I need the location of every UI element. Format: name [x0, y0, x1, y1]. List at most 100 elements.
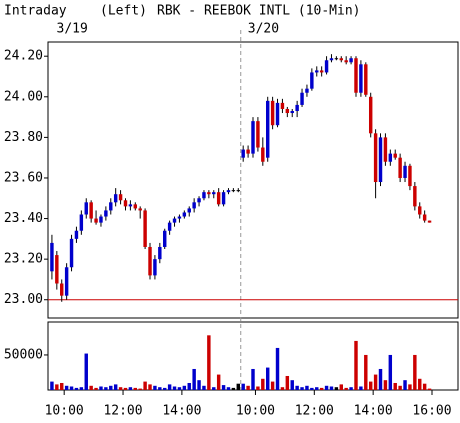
candle-body	[315, 70, 319, 73]
candle-body	[94, 218, 98, 223]
volume-bar	[418, 378, 422, 390]
volume-bar	[79, 387, 84, 390]
y-tick-label: 23.80	[4, 130, 43, 145]
candle-body	[128, 204, 133, 207]
candle-body	[329, 58, 334, 61]
candle-body	[354, 58, 358, 93]
volume-bar	[354, 340, 358, 390]
candle-body	[216, 192, 221, 205]
candle-body	[202, 192, 206, 199]
x-tick-label: 12:00	[295, 404, 334, 419]
candle-body	[69, 238, 74, 268]
candle-body	[64, 267, 69, 296]
volume-bar	[74, 387, 79, 390]
candle-body	[422, 214, 427, 221]
candle-body	[231, 190, 236, 192]
volume-bar	[334, 387, 339, 390]
volume-bar	[197, 380, 201, 390]
volume-bar	[128, 387, 133, 390]
volume-bar	[388, 354, 393, 390]
volume-bar	[251, 368, 255, 390]
candle-body	[261, 147, 265, 162]
candle-body	[383, 137, 388, 162]
candle-body	[74, 230, 79, 239]
candle-body	[99, 216, 103, 223]
candle-body	[349, 58, 353, 63]
candle-body	[241, 149, 245, 158]
candle-body	[403, 165, 407, 178]
y-tick-label: 23.20	[4, 252, 43, 267]
volume-bar	[344, 387, 348, 390]
volume-bar	[310, 387, 314, 390]
candle-body	[251, 121, 255, 154]
candle-body	[310, 72, 314, 89]
candle-body	[182, 212, 187, 217]
volume-bar	[305, 385, 309, 390]
volume-bar	[192, 368, 196, 390]
volume-bar	[349, 387, 353, 390]
candle-body	[256, 121, 260, 148]
candle-body	[133, 204, 138, 209]
candle-body	[118, 194, 123, 201]
volume-bar	[133, 387, 138, 390]
candle-body	[364, 64, 368, 95]
candle-body	[226, 190, 231, 193]
candle-body	[60, 283, 64, 296]
x-tick-label: 14:00	[354, 404, 393, 419]
volume-bar	[123, 387, 128, 390]
candle-body	[285, 108, 290, 114]
candle-body	[359, 64, 363, 93]
volume-bar	[226, 387, 231, 390]
volume-bar	[158, 387, 162, 390]
volume-bar	[187, 382, 191, 390]
volume-bar	[398, 385, 402, 390]
volume-bar	[163, 387, 167, 390]
candle-body	[368, 96, 373, 134]
candle-body	[270, 100, 275, 126]
volume-bar	[89, 385, 93, 390]
volume-bar	[261, 378, 265, 390]
volume-bar	[212, 387, 216, 390]
volume-bar	[295, 385, 299, 390]
candle-body	[109, 202, 113, 211]
volume-bar	[69, 386, 74, 390]
candle-body	[153, 259, 157, 276]
candle-body	[413, 186, 417, 207]
volume-tick-label: 50000	[4, 347, 43, 362]
volume-bar	[319, 387, 324, 390]
candle-body	[280, 102, 285, 109]
candle-body	[143, 210, 147, 247]
volume-bar	[236, 383, 241, 390]
volume-bar	[265, 367, 270, 390]
volume-bar	[280, 387, 285, 390]
x-tick-label: 10:00	[45, 404, 84, 419]
candle-body	[138, 208, 142, 211]
candle-body	[113, 194, 118, 203]
volume-bar	[246, 385, 250, 390]
volume-bar	[270, 381, 275, 390]
candle-body	[123, 200, 128, 207]
volume-bar	[84, 353, 88, 390]
candle-body	[172, 218, 177, 223]
candle-body	[104, 210, 108, 217]
volume-bar	[182, 385, 187, 390]
volume-bar	[359, 386, 363, 390]
candle-body	[158, 246, 162, 260]
candle-body	[163, 230, 167, 247]
volume-bar	[290, 380, 294, 390]
candle-body	[55, 255, 59, 284]
candle-body	[177, 216, 182, 219]
volume-bar	[153, 385, 157, 390]
y-tick-label: 23.60	[4, 170, 43, 185]
candle-body	[373, 133, 378, 183]
volume-bar	[403, 380, 407, 390]
volume-bar	[324, 385, 329, 390]
volume-bar	[148, 384, 152, 390]
candle-body	[89, 202, 93, 219]
volume-bar	[60, 382, 64, 390]
volume-bar	[104, 387, 108, 390]
volume-bar	[231, 387, 236, 390]
candle-body	[418, 206, 422, 215]
candle-body	[50, 242, 54, 272]
volume-bar	[221, 385, 226, 390]
